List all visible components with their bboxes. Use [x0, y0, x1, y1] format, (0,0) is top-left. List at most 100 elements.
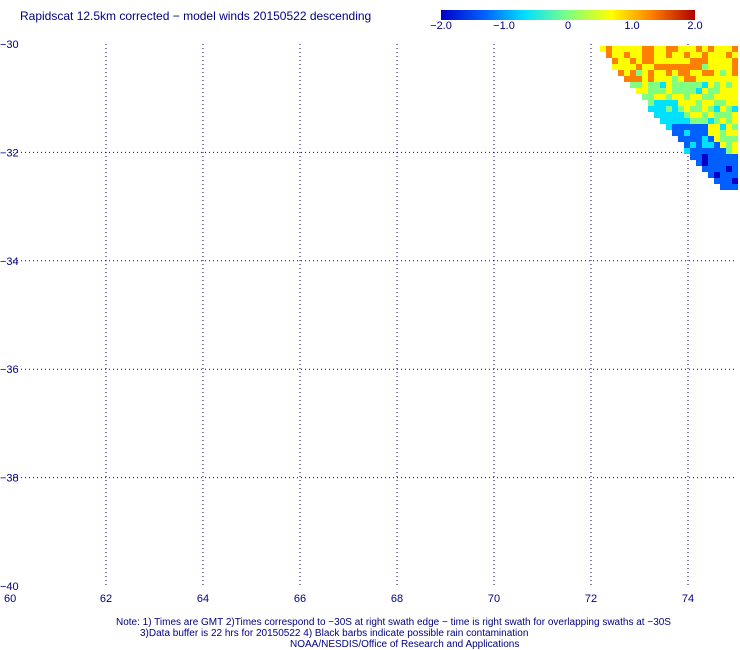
- swath-cell: [636, 46, 642, 52]
- longitude-label: 74: [682, 593, 694, 605]
- swath-cell: [696, 136, 702, 142]
- swath-cell: [726, 136, 732, 142]
- latitude-label: −36: [0, 364, 19, 376]
- swath-cell: [612, 64, 618, 70]
- swath-cell: [636, 82, 642, 88]
- swath-cell: [678, 46, 684, 52]
- swath-cell: [618, 52, 624, 58]
- swath-cell: [684, 100, 690, 106]
- swath-cell: [684, 148, 690, 154]
- swath-cell: [630, 70, 636, 76]
- swath-cell: [732, 64, 738, 70]
- swath-cell: [642, 94, 648, 100]
- swath-cell: [690, 148, 696, 154]
- swath-cell: [612, 58, 618, 64]
- swath-cell: [606, 52, 612, 58]
- swath-cell: [726, 130, 732, 136]
- swath-cell: [636, 88, 642, 94]
- swath-cell: [690, 76, 696, 82]
- swath-cell: [654, 112, 660, 118]
- swath-cell: [636, 76, 642, 82]
- colorbar-tick-label: 0: [564, 20, 572, 32]
- swath-cell: [690, 112, 696, 118]
- swath-cell: [690, 124, 696, 130]
- swath-cell: [720, 178, 726, 184]
- swath-cell: [696, 100, 702, 106]
- colorbar-tick-label: 1.0: [624, 20, 640, 32]
- swath-cell: [720, 136, 726, 142]
- swath-cell: [690, 136, 696, 142]
- swath-cell: [702, 154, 708, 160]
- swath-cell: [666, 46, 672, 52]
- wind-difference-swath: [600, 46, 738, 190]
- swath-cell: [726, 100, 732, 106]
- swath-cell: [696, 82, 702, 88]
- swath-cell: [714, 178, 720, 184]
- swath-cell: [732, 160, 738, 166]
- swath-cell: [732, 106, 738, 112]
- swath-cell: [690, 64, 696, 70]
- swath-cell: [672, 76, 678, 82]
- swath-cell: [690, 100, 696, 106]
- swath-cell: [702, 106, 708, 112]
- swath-cell: [720, 94, 726, 100]
- swath-cell: [666, 64, 672, 70]
- swath-cell: [732, 124, 738, 130]
- swath-cell: [726, 70, 732, 76]
- swath-cell: [666, 70, 672, 76]
- swath-cell: [726, 106, 732, 112]
- swath-cell: [732, 100, 738, 106]
- swath-cell: [630, 76, 636, 82]
- swath-cell: [708, 160, 714, 166]
- swath-cell: [714, 124, 720, 130]
- swath-cell: [702, 118, 708, 124]
- swath-cell: [684, 88, 690, 94]
- swath-cell: [732, 118, 738, 124]
- swath-cell: [714, 148, 720, 154]
- swath-cell: [660, 100, 666, 106]
- swath-cell: [684, 82, 690, 88]
- swath-cell: [702, 166, 708, 172]
- swath-cell: [696, 118, 702, 124]
- swath-cell: [690, 58, 696, 64]
- longitude-label: 66: [294, 593, 306, 605]
- swath-cell: [702, 160, 708, 166]
- swath-cell: [654, 94, 660, 100]
- swath-cell: [708, 58, 714, 64]
- swath-cell: [708, 148, 714, 154]
- swath-cell: [702, 76, 708, 82]
- swath-cell: [714, 64, 720, 70]
- swath-cell: [732, 94, 738, 100]
- swath-cell: [720, 64, 726, 70]
- swath-cell: [690, 82, 696, 88]
- swath-cell: [672, 112, 678, 118]
- swath-cell: [660, 64, 666, 70]
- swath-cell: [720, 124, 726, 130]
- swath-cell: [726, 148, 732, 154]
- swath-cell: [732, 130, 738, 136]
- swath-cell: [708, 130, 714, 136]
- swath-cell: [672, 88, 678, 94]
- swath-cell: [618, 46, 624, 52]
- swath-cell: [678, 100, 684, 106]
- swath-cell: [720, 52, 726, 58]
- swath-cell: [714, 118, 720, 124]
- swath-cell: [708, 70, 714, 76]
- longitude-label: 62: [100, 593, 112, 605]
- swath-cell: [624, 76, 630, 82]
- swath-cell: [708, 124, 714, 130]
- swath-cell: [654, 106, 660, 112]
- swath-cell: [732, 148, 738, 154]
- swath-cell: [714, 82, 720, 88]
- swath-cell: [696, 46, 702, 52]
- swath-cell: [654, 58, 660, 64]
- swath-cell: [720, 172, 726, 178]
- swath-cell: [678, 112, 684, 118]
- swath-cell: [720, 106, 726, 112]
- swath-cell: [696, 58, 702, 64]
- swath-cell: [678, 82, 684, 88]
- swath-cell: [726, 160, 732, 166]
- swath-cell: [660, 112, 666, 118]
- latitude-label: −30: [0, 39, 19, 51]
- swath-cell: [720, 118, 726, 124]
